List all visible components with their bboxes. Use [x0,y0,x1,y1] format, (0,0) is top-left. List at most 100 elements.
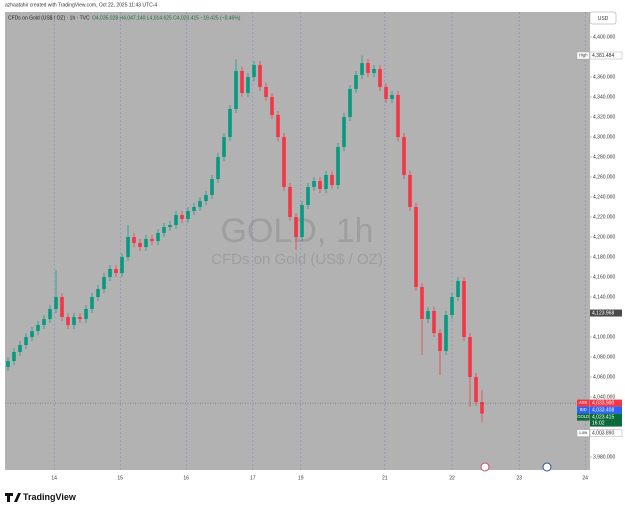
price-label-box [589,51,623,60]
candle-body [174,215,178,225]
candle-body [414,207,418,287]
price-tag: High [579,53,588,58]
candle-body [96,289,100,297]
y-tick-label: 4,140.000 [593,294,615,300]
candle-body [120,257,124,273]
price-tag-box [577,413,590,421]
candle-body [246,77,250,93]
candle-body [126,237,130,257]
candle-body [180,215,184,219]
candle-body [462,281,466,337]
candle-body [438,333,442,351]
price-tag-box [577,399,590,407]
y-tick-label: 4,200.000 [593,234,615,240]
x-tick-label: 16 [183,475,189,481]
candle-body [366,63,370,73]
candle-body [426,311,430,319]
candle-body [294,217,298,237]
candle-body [306,187,310,205]
y-tick-label: 4,300.000 [593,134,615,140]
price-label-box [590,413,622,427]
price-tag: BID [580,407,587,412]
candle-body [318,181,322,189]
candle-body [108,269,112,277]
candle-body [360,63,364,75]
candle-body [420,287,424,319]
price-tag: Low [579,430,588,435]
candle-body [60,297,64,317]
candle-body [480,401,484,414]
candle-body [444,315,448,351]
candle-body [234,71,238,109]
y-tick-label: 4,320.000 [593,114,615,120]
candle-body [390,95,394,99]
candle-body [114,269,118,273]
price-tag-box [576,429,590,437]
credit: azhaatahir created with TradingView.com,… [5,2,157,8]
brand-logo [5,493,21,502]
x-tick-label: 24 [582,475,588,481]
candle-body [354,75,358,89]
candle-body [408,175,412,207]
candle-body [456,281,460,297]
candle-body [18,345,22,352]
candle-body [240,71,244,93]
candle-body [396,95,400,137]
ohlc-readout: O4,035.028 H4,047.140 L4,014.625 C4,023.… [92,15,241,21]
currency[interactable]: USD [598,16,609,22]
candle-body [348,89,352,117]
y-tick-label: 4,220.000 [593,214,615,220]
candle-body [48,309,52,319]
y-tick-label: 4,040.000 [593,394,615,400]
price-tag-box [576,51,590,60]
candle-body [168,225,172,227]
candle-body [84,309,88,319]
symbol-title: CFDs on Gold (US$ / OZ) · 1h · TVC [8,15,90,21]
price-label: 4,023.415 [592,414,614,420]
candle-body [324,175,328,189]
price-label-box [590,406,622,414]
y-tick-label: 4,260.000 [593,174,615,180]
x-tick-label: 14 [51,475,57,481]
x-tick-label: 22 [449,475,455,481]
candle-body [210,179,214,195]
brand: TradingView [23,492,77,502]
x-tick-label: 15 [117,475,123,481]
y-tick-label: 4,360.000 [593,74,615,80]
event-icon[interactable] [480,462,490,472]
x-tick-label: 21 [382,475,388,481]
candle-body [228,109,232,137]
y-tick-label: 4,280.000 [593,154,615,160]
candle-body [198,201,202,207]
price-label: 4,123.968 [592,310,614,316]
candle-body [288,187,292,217]
candle-body [144,239,148,247]
candle-body [450,297,454,315]
x-tick-label: 19 [298,475,304,481]
y-tick-label: 4,060.000 [593,374,615,380]
candle-body [36,325,40,331]
currency-button[interactable] [589,11,617,25]
candle-body [270,97,274,115]
candle-body [12,352,16,361]
y-tick-label: 4,400.000 [593,34,615,40]
y-tick-label: 4,240.000 [593,194,615,200]
candle-body [330,175,334,185]
price-label: 4,033.408 [592,407,614,413]
candle-body [216,157,220,179]
price-tag: ASK [579,400,588,405]
price-label: 4,003.890 [592,430,614,436]
candle-body [372,69,376,73]
price-label-box [590,309,622,317]
price-tag: GOLD [577,414,589,419]
y-tick-label: 4,340.000 [593,94,615,100]
candle-body [204,195,208,201]
candle-body [336,147,340,185]
candle-body [222,137,226,157]
candle-body [276,115,280,137]
event-icon[interactable] [542,462,552,472]
candle-body [72,317,76,325]
candle-body [78,317,82,319]
